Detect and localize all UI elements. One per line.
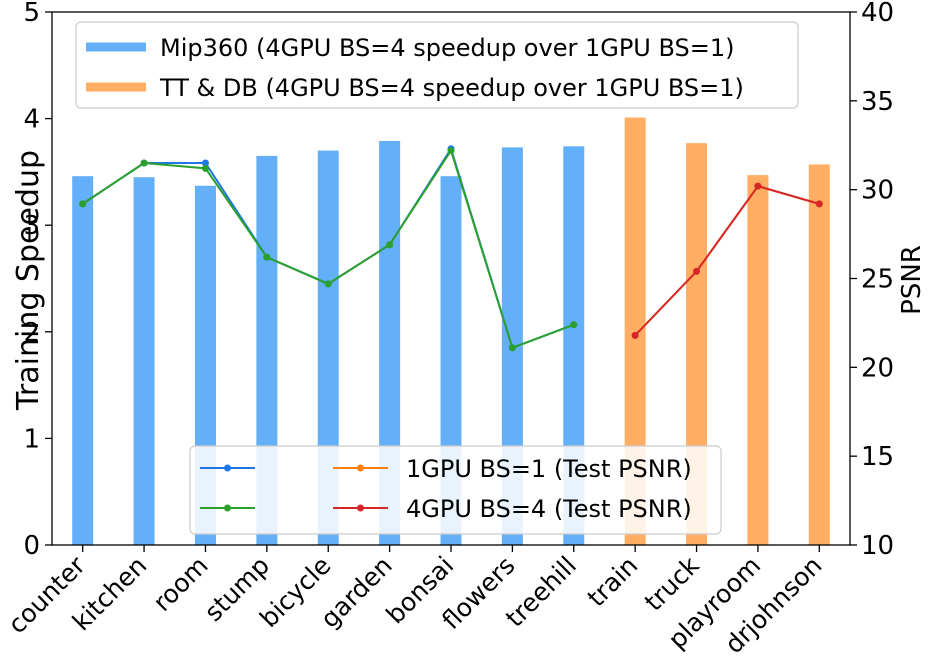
point-1-bicycle	[324, 280, 332, 288]
bar-counter	[72, 176, 94, 545]
y2-tick-label: 30	[861, 176, 894, 206]
point-1-kitchen	[140, 159, 148, 167]
bar-train	[624, 117, 646, 545]
point-1-bonsai	[447, 147, 455, 155]
x-tick-label-train: train	[582, 551, 644, 613]
bar-kitchen	[133, 177, 155, 546]
legend-bottom-marker-3	[357, 504, 364, 512]
legend-bottom-label-2: 1GPU BS=1 (Test PSNR)	[406, 455, 692, 483]
line-series-3	[634, 184, 820, 337]
line-series-2	[634, 184, 820, 337]
lines-layer	[79, 145, 823, 352]
legend-top-label-0: Mip360 (4GPU BS=4 speedup over 1GPU BS=1…	[160, 34, 735, 62]
y-tick-label: 2	[23, 318, 40, 348]
point-1-room	[201, 164, 209, 172]
y2-tick-label: 15	[861, 442, 894, 472]
y-tick-label: 4	[23, 105, 40, 135]
point-0-room	[201, 159, 209, 167]
point-1-treehill	[570, 321, 578, 329]
point-3-truck	[693, 267, 701, 275]
point-3-train	[631, 331, 639, 339]
point-1-garden	[386, 241, 394, 249]
bar-truck	[686, 143, 708, 546]
bar-treehill	[563, 146, 585, 546]
point-1-stump	[263, 253, 271, 261]
legend-top-label-1: TT & DB (4GPU BS=4 speedup over 1GPU BS=…	[159, 74, 744, 102]
y-tick-label: 1	[23, 424, 40, 454]
point-1-counter	[79, 200, 87, 208]
bar-playroom	[747, 175, 769, 545]
legend-bottom-box	[189, 445, 722, 535]
y-tick-label: 0	[23, 531, 40, 561]
point-3-drjohnson	[815, 200, 823, 208]
legend-top: Mip360 (4GPU BS=4 speedup over 1GPU BS=1…	[75, 21, 799, 109]
legend-bottom-marker-0	[224, 464, 231, 472]
bar-drjohnson	[808, 164, 830, 546]
legend-top-box	[75, 21, 799, 109]
y2-tick-label: 25	[861, 265, 894, 295]
legend-bottom-label-3: 4GPU BS=4 (Test PSNR)	[406, 495, 692, 523]
y2-axis-label: PSNR	[897, 245, 927, 315]
legend-bottom-marker-2	[357, 464, 364, 472]
bar-garden	[379, 140, 401, 545]
y-axis-label: Training Speedup	[11, 150, 46, 411]
legend-bottom-marker-1	[224, 504, 231, 512]
y2-tick-label: 35	[861, 87, 894, 117]
y2-tick-label: 20	[861, 353, 894, 383]
point-3-playroom	[754, 182, 762, 190]
y2-tick-label: 10	[861, 531, 894, 561]
y2-tick-label: 40	[861, 0, 894, 28]
point-1-flowers	[508, 344, 516, 352]
y-tick-label: 5	[23, 0, 40, 28]
y-tick-label: 3	[23, 211, 40, 241]
legend-bottom: 1GPU BS=1 (Test PSNR) 4GPU BS=4 (Test PSN…	[189, 445, 722, 535]
